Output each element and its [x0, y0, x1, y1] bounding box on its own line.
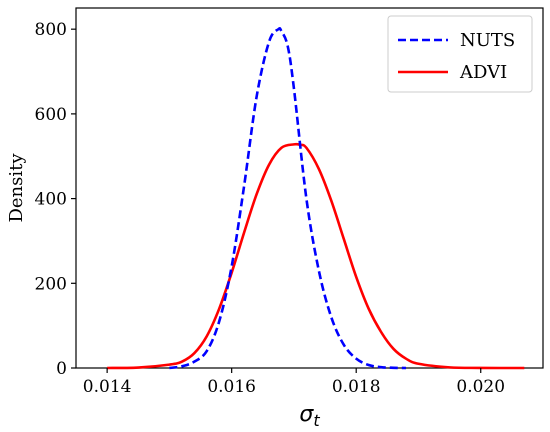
legend-label-nuts: NUTS	[460, 30, 515, 51]
legend-label-advi: ADVI	[459, 62, 507, 83]
x-tick-label: 0.014	[83, 377, 132, 397]
plot-area: 0.014 0.016 0.018 0.020 0 200 400 600 800	[35, 7, 544, 397]
x-axis-ticks: 0.014 0.016 0.018 0.020	[83, 368, 505, 397]
y-axis-label: Density	[6, 153, 27, 223]
x-axis-label: σt	[299, 402, 320, 430]
x-tick-label: 0.016	[207, 377, 256, 397]
y-tick-label: 400	[35, 190, 67, 210]
y-tick-label: 200	[35, 274, 67, 294]
x-tick-label: 0.018	[332, 377, 381, 397]
legend: NUTS ADVI	[387, 15, 533, 93]
y-tick-label: 0	[56, 359, 67, 379]
y-axis-ticks: 0 200 400 600 800	[35, 20, 76, 379]
x-axis-label-subscript: t	[313, 411, 320, 430]
y-tick-label: 600	[35, 105, 67, 125]
y-tick-label: 800	[35, 20, 67, 40]
series-layer	[107, 27, 525, 370]
x-tick-label: 0.020	[456, 377, 505, 397]
series-line-nuts	[169, 27, 407, 370]
plot-frame	[75, 7, 544, 369]
x-axis-label-symbol: σ	[299, 402, 314, 427]
series-line-advi	[107, 142, 525, 370]
